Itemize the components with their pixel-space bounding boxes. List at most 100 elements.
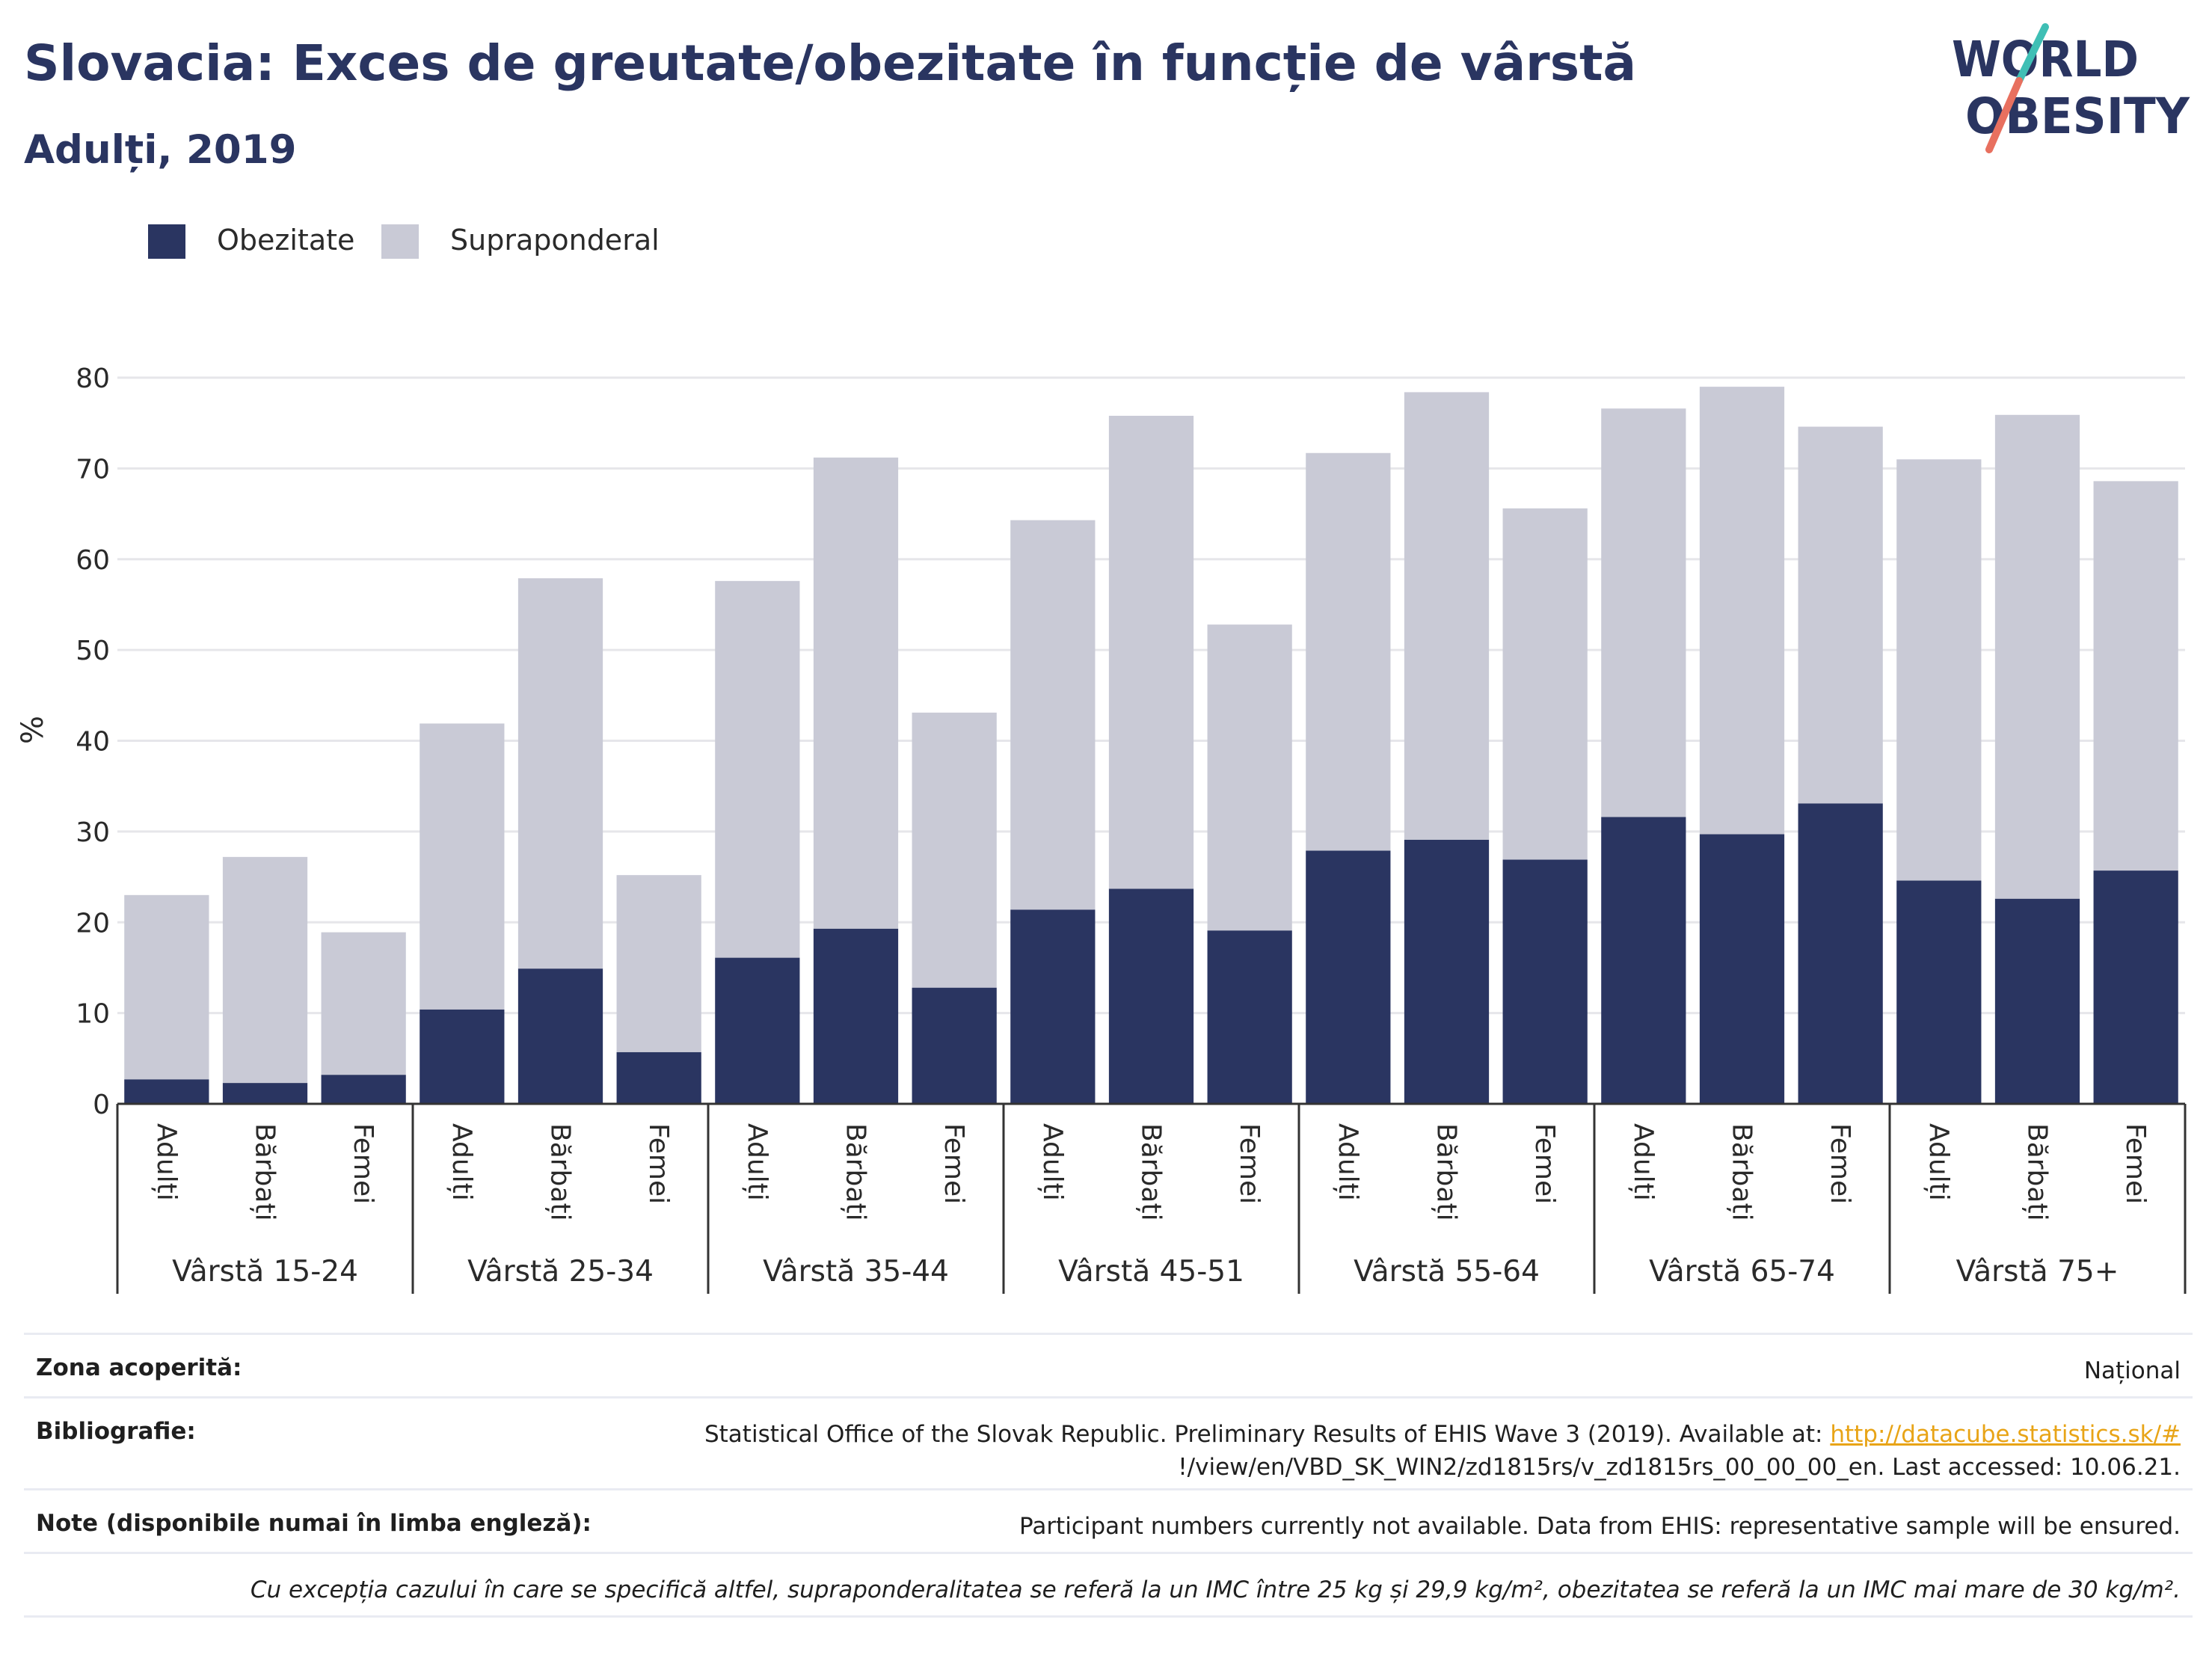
legend-swatch-obesity bbox=[148, 224, 185, 259]
x-subcategory-label: Bărbați bbox=[250, 1123, 280, 1221]
x-subcategory-label: Femei bbox=[643, 1123, 674, 1204]
logo-slash-teal bbox=[2015, 23, 2049, 85]
bar-overweight bbox=[1306, 452, 1391, 851]
bar-overweight bbox=[321, 932, 406, 1075]
bar-obesity bbox=[1994, 898, 2080, 1104]
y-tick-label: 70 bbox=[76, 454, 110, 485]
logo-text-world: WORLD bbox=[1952, 31, 2139, 88]
x-group-label: Vârstă 45-51 bbox=[1058, 1255, 1244, 1289]
bar-overweight bbox=[1994, 414, 2080, 899]
coverage-value: Național bbox=[2083, 1357, 2181, 1384]
bibliography-link[interactable]: http://datacube.statistics.sk/# bbox=[1830, 1421, 2181, 1448]
bar-obesity bbox=[715, 957, 800, 1104]
x-subcategory-label: Femei bbox=[1234, 1123, 1265, 1204]
bar-overweight bbox=[1108, 415, 1194, 889]
bar-overweight bbox=[1601, 408, 1686, 817]
footer-row-definition: Cu excepția cazului în care se specifică… bbox=[24, 1552, 2193, 1618]
chart-title: Slovacia: Exces de greutate/obezitate în… bbox=[24, 34, 1637, 92]
bar-overweight bbox=[1798, 426, 1883, 804]
bar-overweight bbox=[1010, 520, 1096, 910]
bar-obesity bbox=[616, 1051, 701, 1104]
bar-obesity bbox=[1207, 930, 1292, 1104]
x-group-label: Vârstă 65-74 bbox=[1649, 1255, 1835, 1289]
footer-row-bibliography: Bibliografie: Statistical Office of the … bbox=[24, 1396, 2193, 1488]
bar-overweight bbox=[813, 457, 899, 929]
bar-overweight bbox=[616, 875, 701, 1052]
bar-overweight bbox=[1502, 508, 1588, 860]
bibliography-label: Bibliografie: bbox=[36, 1418, 196, 1445]
logo-slash-coral bbox=[1985, 77, 2023, 153]
chart-footer: Zona acoperită: Național Bibliografie: S… bbox=[24, 1333, 2193, 1618]
legend-label-overweight: Supraponderal bbox=[450, 224, 660, 257]
notes-label: Note (disponibile numai în limba engleză… bbox=[36, 1510, 592, 1537]
footer-row-coverage: Zona acoperită: Național bbox=[24, 1333, 2193, 1396]
bar-overweight bbox=[1896, 459, 1982, 881]
bar-obesity bbox=[1502, 859, 1588, 1104]
bar-overweight bbox=[1207, 624, 1292, 931]
bibliography-text: Statistical Office of the Slovak Republi… bbox=[704, 1421, 1831, 1448]
bar-obesity bbox=[912, 987, 997, 1104]
bar-obesity bbox=[1798, 803, 1883, 1104]
legend-label-obesity: Obezitate bbox=[217, 224, 355, 257]
bar-overweight bbox=[124, 894, 209, 1080]
bar-overweight bbox=[222, 856, 308, 1084]
footer-row-notes: Note (disponibile numai în limba engleză… bbox=[24, 1488, 2193, 1552]
x-subcategory-label: Adulți bbox=[1923, 1123, 1954, 1201]
y-tick-label: 30 bbox=[76, 817, 110, 848]
bar-obesity bbox=[517, 968, 603, 1104]
coverage-label: Zona acoperită: bbox=[36, 1354, 242, 1381]
bar-obesity bbox=[1010, 909, 1096, 1104]
bar-obesity bbox=[1306, 850, 1391, 1104]
world-obesity-logo: WORLD OBESITY bbox=[1952, 23, 2190, 153]
x-subcategory-label: Bărbați bbox=[1431, 1123, 1462, 1221]
definition-text: Cu excepția cazului în care se specifică… bbox=[250, 1576, 2181, 1603]
bar-obesity bbox=[1699, 834, 1785, 1104]
x-subcategory-label: Femei bbox=[1825, 1123, 1855, 1204]
x-subcategory-label: Bărbați bbox=[1727, 1123, 1757, 1221]
x-group-label: Vârstă 75+ bbox=[1956, 1255, 2119, 1289]
x-subcategory-label: Bărbați bbox=[545, 1123, 576, 1221]
bar-overweight bbox=[1404, 392, 1490, 840]
x-subcategory-label: Femei bbox=[2120, 1123, 2151, 1204]
x-subcategory-label: Femei bbox=[938, 1123, 969, 1204]
bar-obesity bbox=[1896, 880, 1982, 1104]
y-tick-label: 20 bbox=[76, 908, 110, 939]
y-tick-label: 60 bbox=[76, 545, 110, 576]
bar-obesity bbox=[420, 1009, 505, 1104]
x-group-label: Vârstă 55-64 bbox=[1354, 1255, 1540, 1289]
stacked-bar-chart: 0 10 20 30 40 50 60 70 80% Adulți Bărbați Femei Adul… bbox=[16, 363, 2187, 1294]
bar-overweight bbox=[2093, 481, 2178, 871]
bar-obesity bbox=[222, 1083, 308, 1104]
bar-overweight bbox=[715, 580, 800, 958]
logo-text-obesity: OBESITY bbox=[1965, 87, 2190, 145]
y-tick-label: 80 bbox=[76, 363, 110, 394]
bar-overweight bbox=[420, 723, 505, 1010]
x-subcategory-label: Adulți bbox=[1037, 1123, 1068, 1201]
x-subcategory-label: Adulți bbox=[1628, 1123, 1659, 1201]
bibliography-text-2: !/view/en/VBD_SK_WIN2/zd1815rs/v_zd1815r… bbox=[1178, 1454, 2181, 1481]
chart-subtitle: Adulți, 2019 bbox=[24, 127, 297, 173]
x-subcategory-label: Adulți bbox=[1333, 1123, 1363, 1201]
bar-obesity bbox=[813, 928, 899, 1104]
x-group-label: Vârstă 25-34 bbox=[467, 1255, 654, 1289]
x-subcategory-label: Femei bbox=[1529, 1123, 1560, 1204]
x-subcategory-label: Bărbați bbox=[2022, 1123, 2053, 1221]
x-subcategory-label: Femei bbox=[348, 1123, 378, 1204]
bar-overweight bbox=[912, 712, 997, 988]
y-tick-label: 50 bbox=[76, 636, 110, 666]
bar-obesity bbox=[2093, 871, 2178, 1104]
y-tick-label: 10 bbox=[76, 999, 110, 1030]
y-tick-label: 40 bbox=[76, 727, 110, 758]
bar-overweight bbox=[517, 578, 603, 969]
bar-overweight bbox=[1699, 387, 1785, 835]
x-subcategory-label: Bărbați bbox=[841, 1123, 871, 1221]
bar-obesity bbox=[1404, 839, 1490, 1104]
y-axis-label: % bbox=[16, 716, 50, 744]
x-group-label: Vârstă 35-44 bbox=[763, 1255, 949, 1289]
bar-obesity bbox=[1601, 817, 1686, 1104]
x-subcategory-label: Adulți bbox=[742, 1123, 772, 1201]
x-group-label: Vârstă 15-24 bbox=[172, 1255, 358, 1289]
x-subcategory-label: Adulți bbox=[446, 1123, 477, 1201]
y-tick-label: 0 bbox=[93, 1090, 110, 1120]
bar-obesity bbox=[321, 1075, 406, 1104]
